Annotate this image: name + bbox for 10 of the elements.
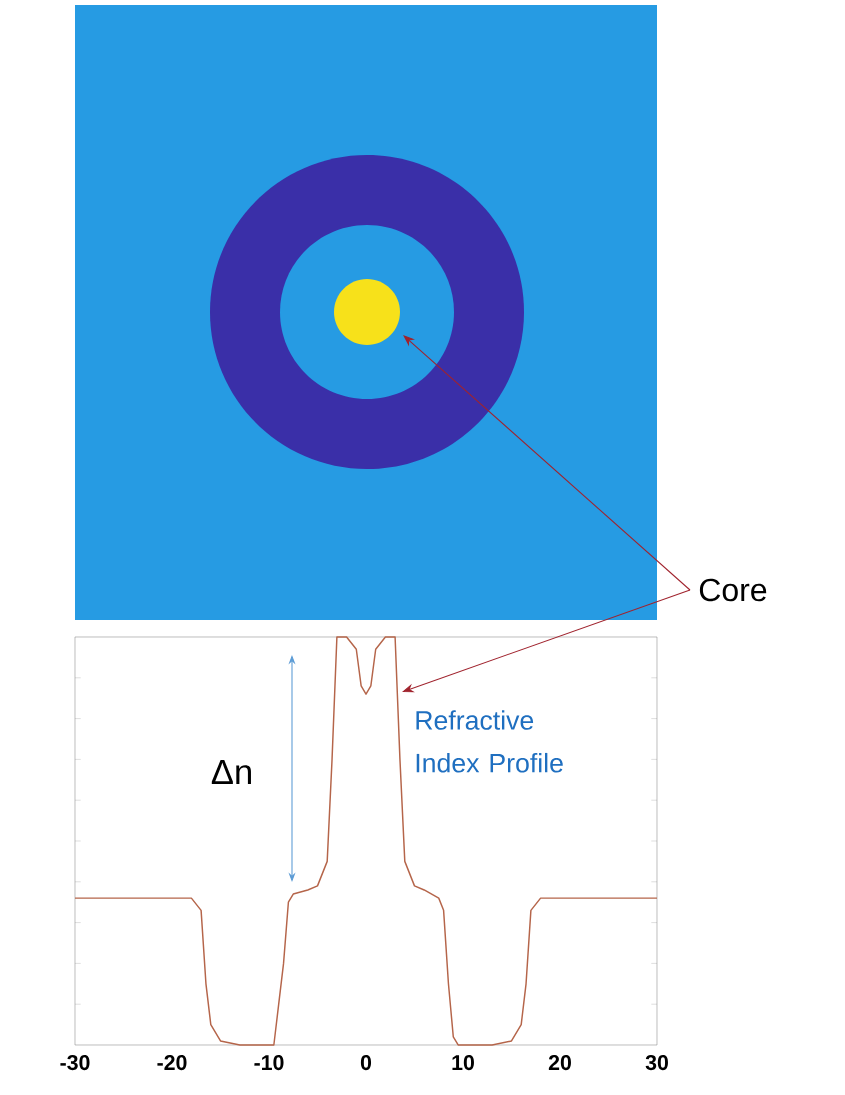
x-tick-label: 20 bbox=[548, 1055, 571, 1071]
x-tick-label: -20 bbox=[157, 1055, 187, 1071]
annotation: Refractive Index Profile bbox=[416, 710, 563, 773]
x-tick-label: 30 bbox=[645, 1055, 668, 1071]
x-tick-label: 10 bbox=[452, 1055, 474, 1071]
text: Core bbox=[699, 578, 767, 602]
x-tick-label: -10 bbox=[254, 1055, 284, 1071]
x-tick-label: 0 bbox=[360, 1055, 372, 1071]
x-tick-label: -30 bbox=[60, 1055, 90, 1071]
annotation: Δn bbox=[211, 760, 251, 784]
